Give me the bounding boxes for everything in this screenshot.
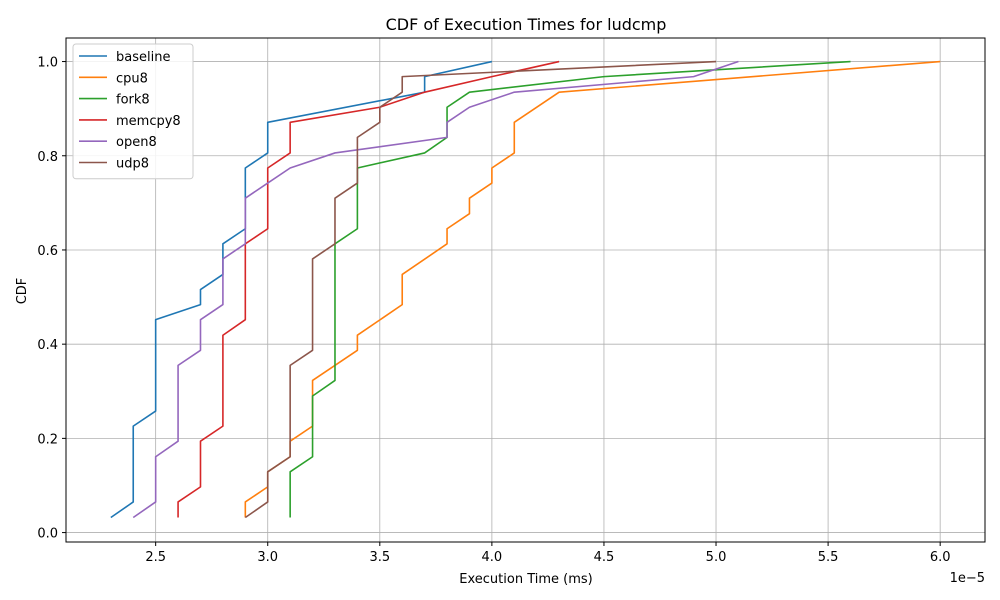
y-tick-label: 0.8 [37,150,58,165]
y-axis-ticks: 0.0 0.2 0.4 0.6 0.8 1.0 [37,56,66,542]
series-line-udp8 [244,60,717,519]
series-line-fork8 [289,60,851,518]
y-tick-label: 0.0 [37,527,58,542]
x-tick-label: 4.5 [594,550,615,565]
series-line-cpu8 [244,60,941,518]
x-axis-scale-label: 1e−5 [950,571,985,586]
x-tick-label: 3.0 [257,550,278,565]
series-line-open8 [132,60,739,519]
y-tick-label: 0.6 [37,244,58,259]
x-tick-label: 2.5 [145,550,166,565]
x-axis-ticks: 2.5 3.0 3.5 4.0 4.5 5.0 5.5 6.0 [145,542,951,565]
legend: baseline cpu8 fork8 memcpy8 open8 udp8 [72,43,194,180]
x-tick-label: 5.0 [706,550,727,565]
y-tick-label: 0.4 [37,338,58,353]
x-tick-label: 3.5 [369,550,390,565]
chart-title: CDF of Execution Times for ludcmp [386,15,667,34]
x-tick-label: 4.0 [482,550,503,565]
y-tick-label: 1.0 [37,56,58,71]
legend-label-baseline: baseline [116,50,170,65]
legend-label-udp8: udp8 [116,157,149,172]
grid [66,38,985,542]
legend-label-open8: open8 [116,135,157,150]
x-axis-label: Execution Time (ms) [459,572,592,587]
x-tick-label: 6.0 [930,550,951,565]
legend-label-cpu8: cpu8 [116,71,148,86]
legend-label-fork8: fork8 [116,93,150,108]
x-tick-label: 5.5 [818,550,839,565]
series-lines [110,60,941,519]
y-axis-label: CDF [15,278,30,305]
y-tick-label: 0.2 [37,432,58,447]
plot-frame [65,37,986,543]
legend-label-memcpy8: memcpy8 [116,114,181,129]
series-line-memcpy8 [177,60,560,518]
